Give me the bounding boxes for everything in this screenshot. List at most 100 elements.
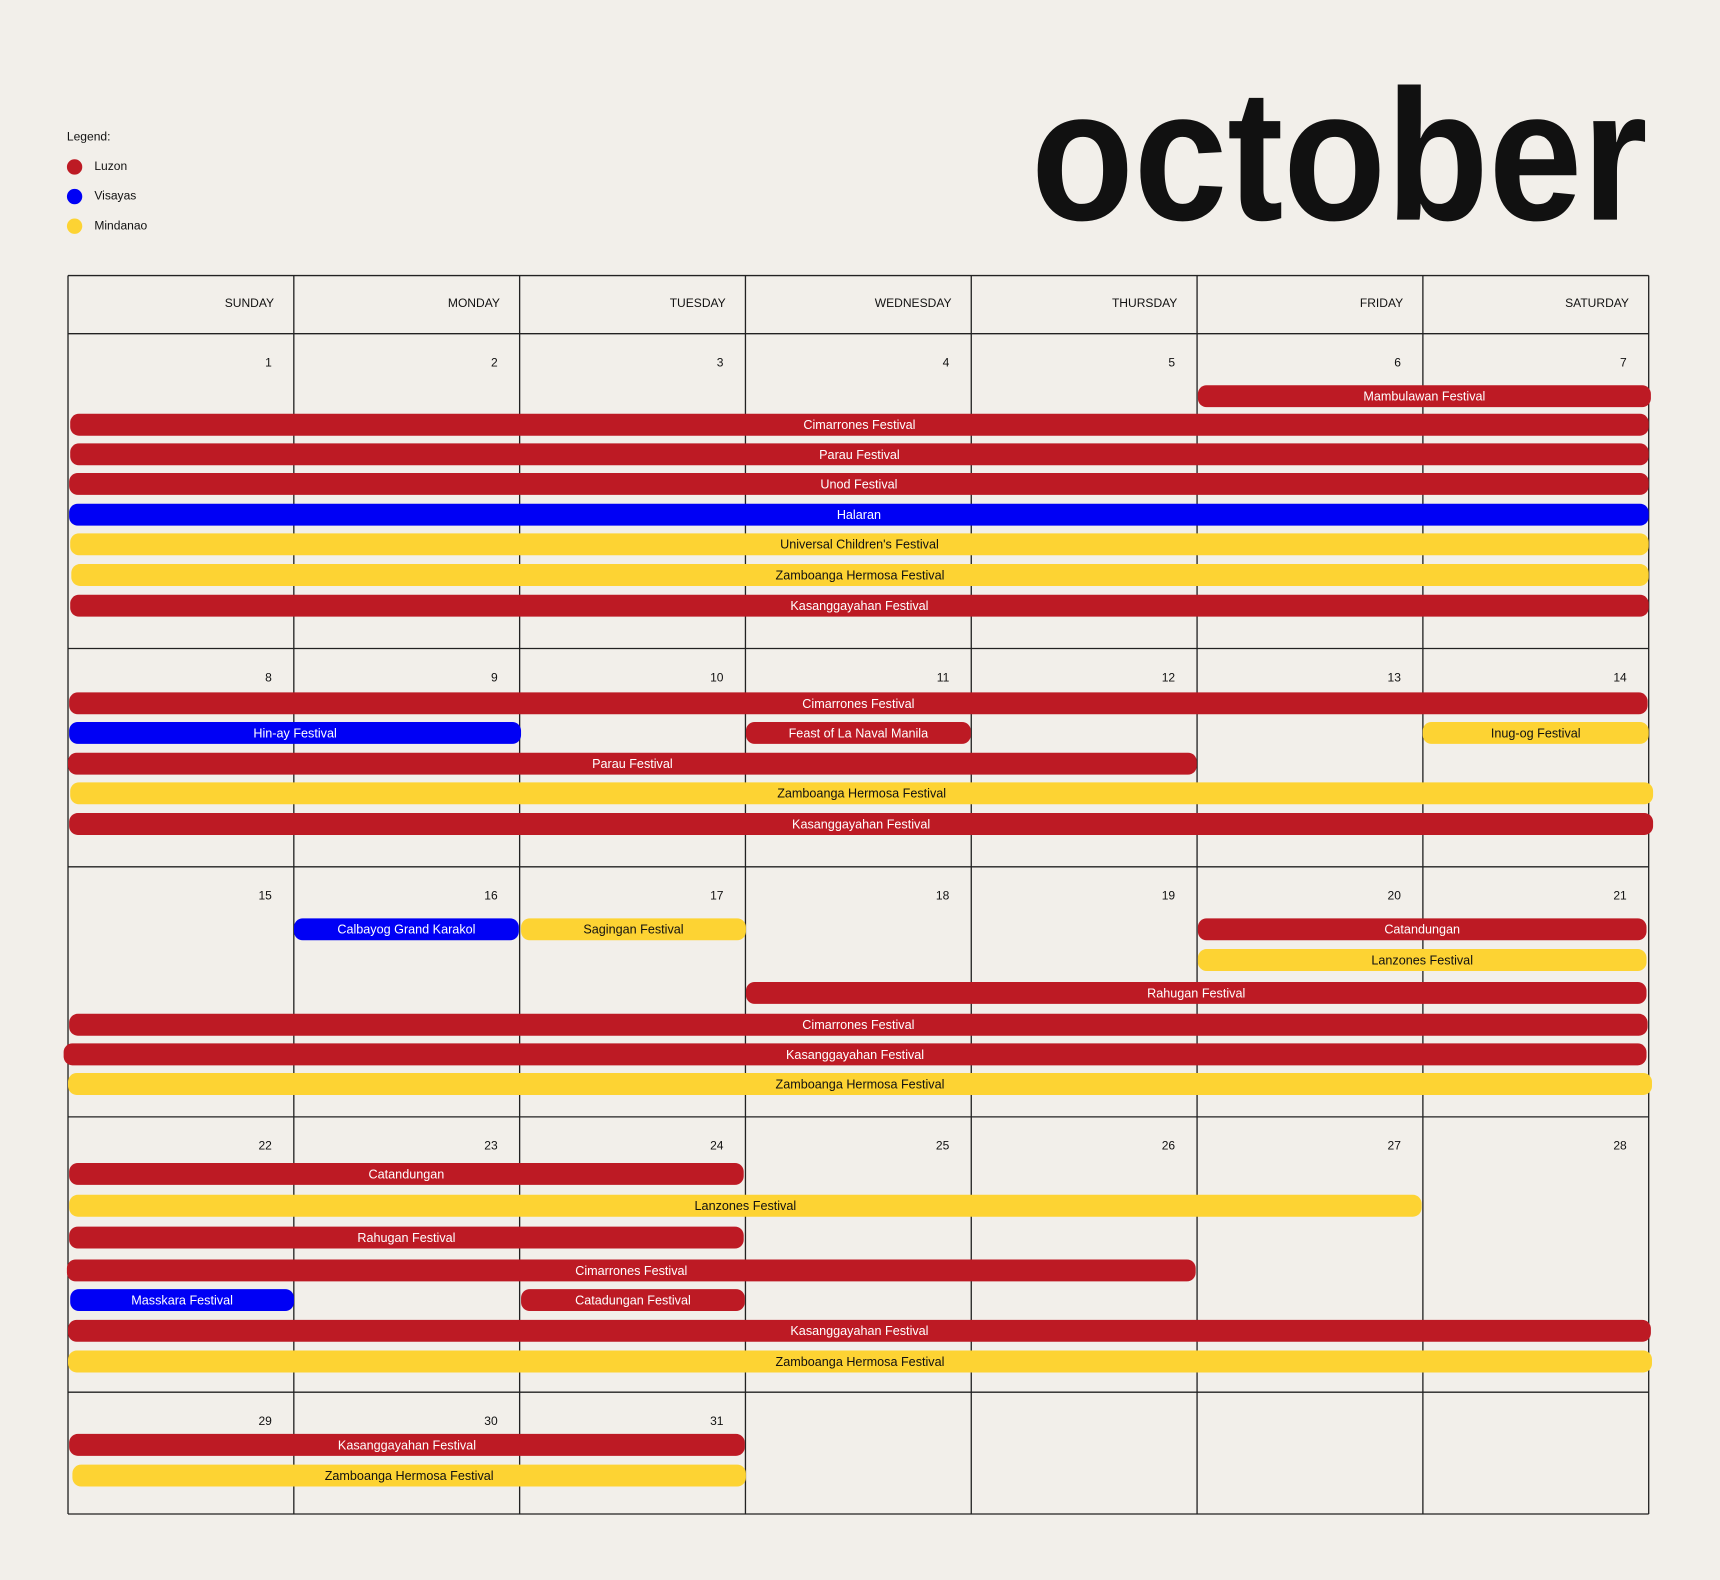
day-number: 3 <box>717 355 724 369</box>
event-label: Kasanggayahan Festival <box>792 817 930 831</box>
weekday-label: TUESDAY <box>670 296 726 310</box>
event-bar <box>293 918 519 941</box>
event-bar <box>69 1433 745 1456</box>
event-label: Cimarrones Festival <box>803 418 915 432</box>
event-label: Mambulawan Festival <box>1363 390 1485 404</box>
event-label: Masskara Festival <box>131 1294 233 1308</box>
weekday-label: THURSDAY <box>1112 296 1177 310</box>
day-number: 8 <box>265 670 272 684</box>
weekday-label: MONDAY <box>448 296 500 310</box>
event-label: Inug-og Festival <box>1491 726 1581 740</box>
event-label: Zamboanga Hermosa Festival <box>776 568 945 582</box>
event-bar <box>70 533 1649 556</box>
event-bar <box>1197 918 1647 941</box>
event-label: Cimarrones Festival <box>575 1264 687 1278</box>
event-bar <box>69 503 1649 526</box>
day-number: 6 <box>1394 355 1401 369</box>
weekday-label: WEDNESDAY <box>875 296 952 310</box>
event-label: Universal Children's Festival <box>780 538 939 552</box>
legend-dot <box>66 218 83 234</box>
event-label: Rahugan Festival <box>357 1231 455 1245</box>
event-label: Lanzones Festival <box>1371 953 1473 967</box>
weekday-label: SATURDAY <box>1565 296 1629 310</box>
event-label: Zamboanga Hermosa Festival <box>776 1355 945 1369</box>
event-bar <box>68 1319 1651 1342</box>
event-label: Kasanggayahan Festival <box>790 599 928 613</box>
event-bar <box>69 472 1649 495</box>
event-label: Sagingan Festival <box>583 923 683 937</box>
event-label: Parau Festival <box>819 448 900 462</box>
month-title: october <box>1031 51 1647 260</box>
day-number: 22 <box>258 1139 272 1153</box>
day-number: 28 <box>1613 1139 1627 1153</box>
day-number: 7 <box>1620 355 1627 369</box>
day-number: 11 <box>937 670 950 684</box>
day-number: 13 <box>1388 670 1402 684</box>
weekday-label: SUNDAY <box>225 296 274 310</box>
event-label: Rahugan Festival <box>1147 986 1245 1000</box>
event-label: Unod Festival <box>820 477 897 491</box>
day-number: 27 <box>1388 1139 1402 1153</box>
day-number: 5 <box>1168 355 1175 369</box>
event-label: Hin-ay Festival <box>253 726 336 740</box>
event-bar <box>1422 721 1649 744</box>
day-number: 31 <box>710 1414 724 1428</box>
event-bar <box>68 1073 1652 1095</box>
event-bar <box>70 443 1649 466</box>
event-bar <box>1197 949 1647 971</box>
day-number: 18 <box>936 889 950 903</box>
legend-title: Legend: <box>67 130 111 144</box>
event-label: Zamboanga Hermosa Festival <box>777 787 946 801</box>
day-number: 14 <box>1613 670 1627 684</box>
event-label: Lanzones Festival <box>695 1199 797 1213</box>
event-bar <box>521 1289 745 1312</box>
legend-dot <box>66 159 83 175</box>
event-label: Halaran <box>837 508 881 522</box>
day-number: 1 <box>265 355 272 369</box>
event-bar <box>69 813 1654 835</box>
legend-label: Luzon <box>94 159 127 173</box>
event-label: Catandungan <box>369 1167 445 1181</box>
event-bar <box>71 564 1649 586</box>
day-number: 20 <box>1388 889 1402 903</box>
legend-label: Mindanao <box>94 218 147 232</box>
event-bar <box>68 752 1197 775</box>
event-bar <box>745 721 971 744</box>
event-bar <box>72 1464 746 1487</box>
event-label: Cimarrones Festival <box>802 1018 914 1032</box>
event-label: Catandungan <box>1384 923 1460 937</box>
event-bar <box>70 1289 294 1312</box>
day-number: 24 <box>710 1139 724 1153</box>
day-number: 12 <box>1162 670 1176 684</box>
event-bar <box>69 1194 1422 1217</box>
event-label: Kasanggayahan Festival <box>338 1438 476 1452</box>
event-label: Kasanggayahan Festival <box>786 1048 924 1062</box>
legend-label: Visayas <box>94 189 136 203</box>
day-number: 2 <box>491 355 498 369</box>
event-bar <box>1197 385 1651 408</box>
event-bar <box>69 721 522 744</box>
event-bar <box>70 413 1649 436</box>
day-number: 21 <box>1613 889 1627 903</box>
event-bar <box>745 981 1647 1004</box>
event-label: Parau Festival <box>592 757 673 771</box>
weekday-label: FRIDAY <box>1360 296 1403 310</box>
event-label: Zamboanga Hermosa Festival <box>325 1469 494 1483</box>
event-bar <box>69 692 1648 715</box>
event-bar <box>69 1162 744 1185</box>
legend-dot <box>66 188 83 205</box>
day-number: 15 <box>258 889 272 903</box>
day-number: 10 <box>710 670 724 684</box>
day-number: 19 <box>1162 889 1176 903</box>
event-bar <box>69 1013 1648 1036</box>
event-label: Kasanggayahan Festival <box>790 1324 928 1338</box>
event-bar <box>69 1226 744 1249</box>
day-number: 16 <box>484 889 498 903</box>
day-number: 26 <box>1162 1139 1176 1153</box>
event-bar <box>70 594 1649 617</box>
event-label: Calbayog Grand Karakol <box>337 923 475 937</box>
event-bar <box>521 918 746 941</box>
day-number: 4 <box>943 355 950 369</box>
